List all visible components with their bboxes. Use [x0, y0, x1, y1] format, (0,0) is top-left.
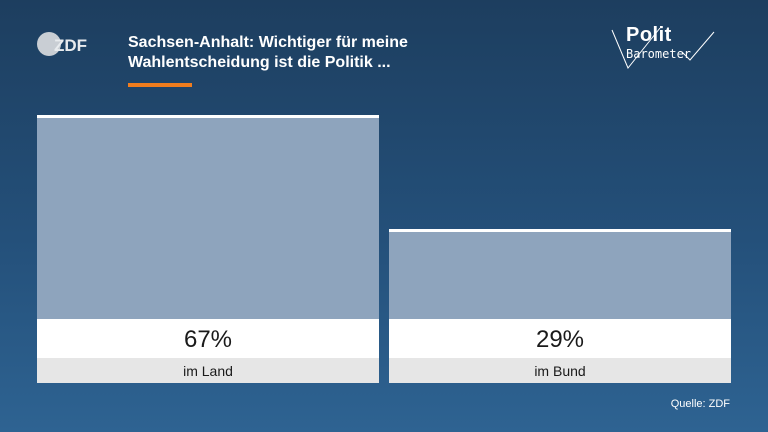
value-label-2: 29% — [536, 326, 584, 353]
chart-title-line-2: Wahlentscheidung ist die Politik ... — [128, 54, 391, 71]
category-box-1 — [37, 358, 379, 383]
category-label-1: im Land — [183, 363, 233, 379]
value-box-1 — [37, 319, 379, 358]
chart-title: Sachsen-Anhalt: Wichtiger für meine Wahl… — [128, 33, 408, 73]
bar-2-top-line — [389, 229, 731, 232]
bar-1 — [37, 118, 379, 319]
politbarometer-word-2: Barometer — [626, 47, 692, 61]
zdf-logo: ZDF — [36, 30, 88, 60]
value-label-1: 67% — [184, 326, 232, 353]
politbarometer-word-1: Polit — [626, 24, 672, 46]
bar-2 — [389, 232, 731, 319]
bar-1-top-line — [37, 115, 379, 118]
value-box-2 — [389, 319, 731, 358]
category-box-2 — [389, 358, 731, 383]
category-label-2: im Bund — [534, 363, 585, 379]
politbarometer-logo: Polit Barometer — [608, 24, 728, 72]
chart-title-line-1: Sachsen-Anhalt: Wichtiger für meine — [128, 34, 408, 51]
source-note: Quelle: ZDF — [670, 398, 730, 410]
checkmark-icon — [611, 27, 715, 69]
title-accent-line — [128, 83, 192, 87]
zdf-logo-text: ZDF — [54, 36, 87, 55]
